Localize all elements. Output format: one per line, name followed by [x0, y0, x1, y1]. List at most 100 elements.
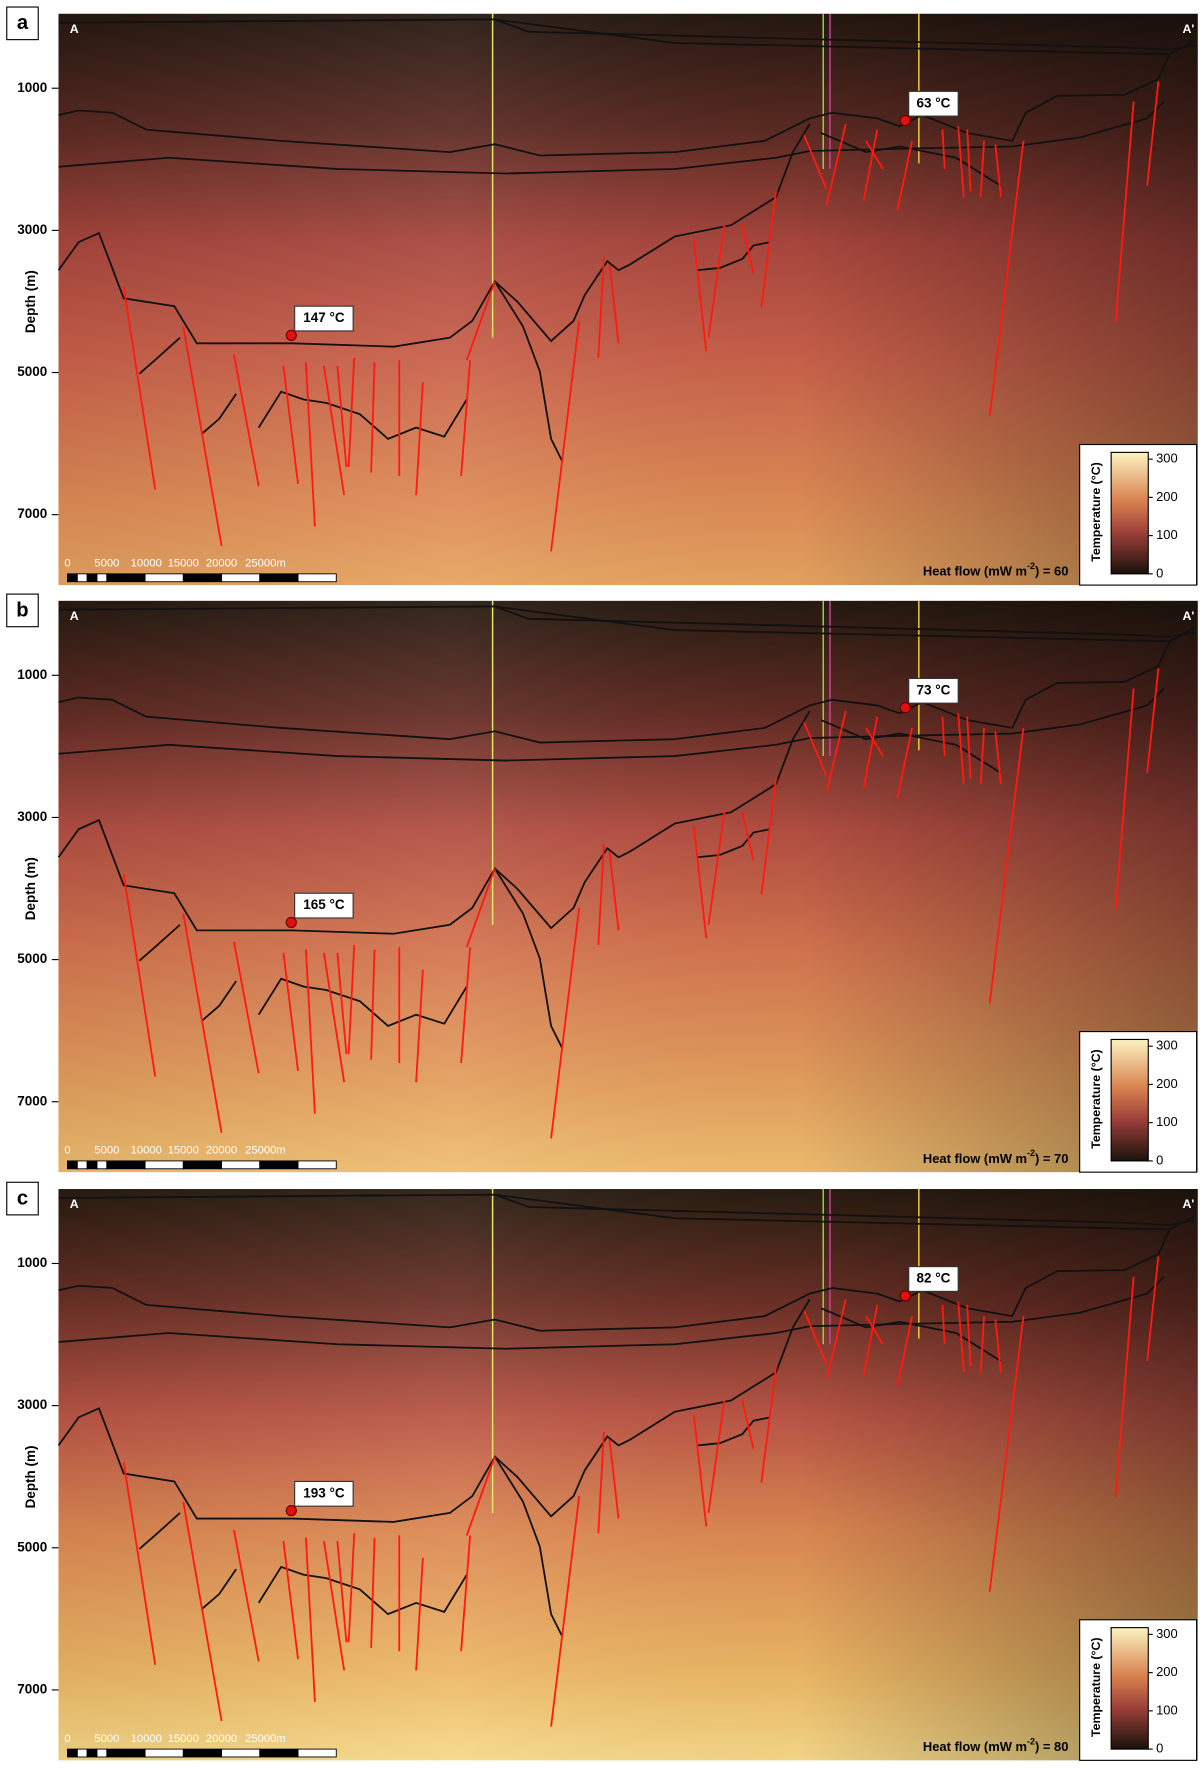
- fault: [760, 778, 777, 895]
- heat-flow-sup: -2: [1027, 1149, 1035, 1159]
- scale-segment: [297, 1748, 337, 1758]
- colorbar-tick-label: 200: [1156, 1664, 1178, 1679]
- fault: [370, 1537, 376, 1648]
- fault: [707, 1400, 726, 1514]
- scale-label: 15000: [168, 1145, 199, 1157]
- horizon: [494, 280, 564, 462]
- fault: [865, 727, 884, 757]
- colorbar-tick-label: 100: [1156, 527, 1178, 542]
- panel-label-box: [6, 6, 39, 41]
- fault: [460, 360, 472, 477]
- section-start: A: [70, 22, 79, 36]
- temp-label: 63 °C: [917, 95, 951, 110]
- colorbar-tick-label: 300: [1156, 1038, 1178, 1053]
- scale-label: 5000: [94, 1733, 119, 1745]
- fault: [957, 1301, 965, 1373]
- fault: [323, 952, 346, 1083]
- fault: [465, 1456, 496, 1536]
- scale-segment: [106, 573, 146, 583]
- scale-segment: [106, 1160, 146, 1170]
- colorbar-tick-label: 0: [1156, 565, 1163, 580]
- panel-label-box: [6, 1181, 39, 1216]
- scale-label: 10000: [131, 558, 162, 570]
- scale-segment: [86, 573, 98, 583]
- scale-segment: [297, 573, 337, 583]
- fault: [941, 129, 946, 170]
- scale-segment: [96, 1748, 108, 1758]
- scale-segment: [259, 573, 299, 583]
- fault: [460, 947, 472, 1064]
- fault: [370, 362, 376, 473]
- horizon: [201, 980, 237, 1022]
- scale-segment: [144, 573, 184, 583]
- fault: [370, 949, 376, 1060]
- horizon: [820, 1307, 1002, 1362]
- fault: [282, 1540, 299, 1660]
- temp-point: [899, 1290, 911, 1302]
- fault: [988, 140, 1025, 417]
- fault: [122, 286, 157, 490]
- fault: [994, 731, 1002, 785]
- fault: [550, 1495, 581, 1727]
- heat-flow-text: ) = 70: [1035, 1151, 1068, 1166]
- fault: [760, 191, 777, 308]
- horizon: [58, 605, 1195, 638]
- fault: [550, 907, 581, 1139]
- fault: [465, 868, 496, 948]
- fault: [305, 1537, 316, 1702]
- section-end: A': [1183, 609, 1195, 623]
- horizon: [257, 977, 468, 1027]
- fault: [1114, 1276, 1135, 1498]
- fault: [323, 365, 346, 496]
- fault: [415, 1557, 424, 1671]
- section-start: A: [70, 1197, 79, 1211]
- fault: [760, 1366, 777, 1483]
- fault: [608, 264, 620, 344]
- panel-label: b: [16, 599, 28, 621]
- colorbar-tick-label: 300: [1156, 451, 1178, 466]
- fault: [1114, 101, 1135, 322]
- heat-flow-text: Heat flow (mW m: [923, 1739, 1027, 1754]
- tick-label: 3000: [17, 222, 47, 237]
- horizon: [697, 241, 771, 272]
- fault: [865, 140, 884, 170]
- scale-segment: [144, 1748, 184, 1758]
- fault: [597, 1431, 605, 1534]
- fault: [896, 727, 913, 798]
- fault: [896, 140, 913, 211]
- heat-flow-sup: -2: [1027, 1737, 1035, 1747]
- scale-segment: [67, 573, 78, 583]
- fault: [608, 1439, 620, 1519]
- fault: [122, 873, 157, 1077]
- fault: [608, 851, 620, 931]
- fault: [862, 716, 879, 788]
- horizon: [697, 828, 771, 859]
- fault: [550, 320, 581, 552]
- scale-segment: [96, 1160, 108, 1170]
- fault: [693, 1414, 708, 1527]
- fault: [597, 843, 605, 946]
- fault: [233, 1529, 260, 1662]
- horizon: [57, 1298, 811, 1523]
- horizon: [820, 132, 1002, 187]
- colorbar: [1110, 1627, 1149, 1750]
- temp-box: [294, 305, 354, 332]
- tick-label: 1000: [17, 80, 47, 95]
- scale-label: 0: [64, 558, 70, 570]
- colorbar-label: Temperature (°C): [1089, 1638, 1103, 1737]
- section-shade: [58, 1189, 1198, 1761]
- scale-segment: [96, 573, 108, 583]
- fault: [803, 1310, 828, 1365]
- fault: [282, 952, 299, 1072]
- fault: [741, 812, 755, 861]
- fault: [1146, 1256, 1160, 1362]
- fault: [803, 721, 828, 777]
- horizon: [257, 1565, 468, 1616]
- horizon: [58, 18, 1195, 51]
- scale-label: 10000: [131, 1733, 162, 1745]
- scale-label: 5000: [94, 1145, 119, 1157]
- fault: [415, 382, 424, 496]
